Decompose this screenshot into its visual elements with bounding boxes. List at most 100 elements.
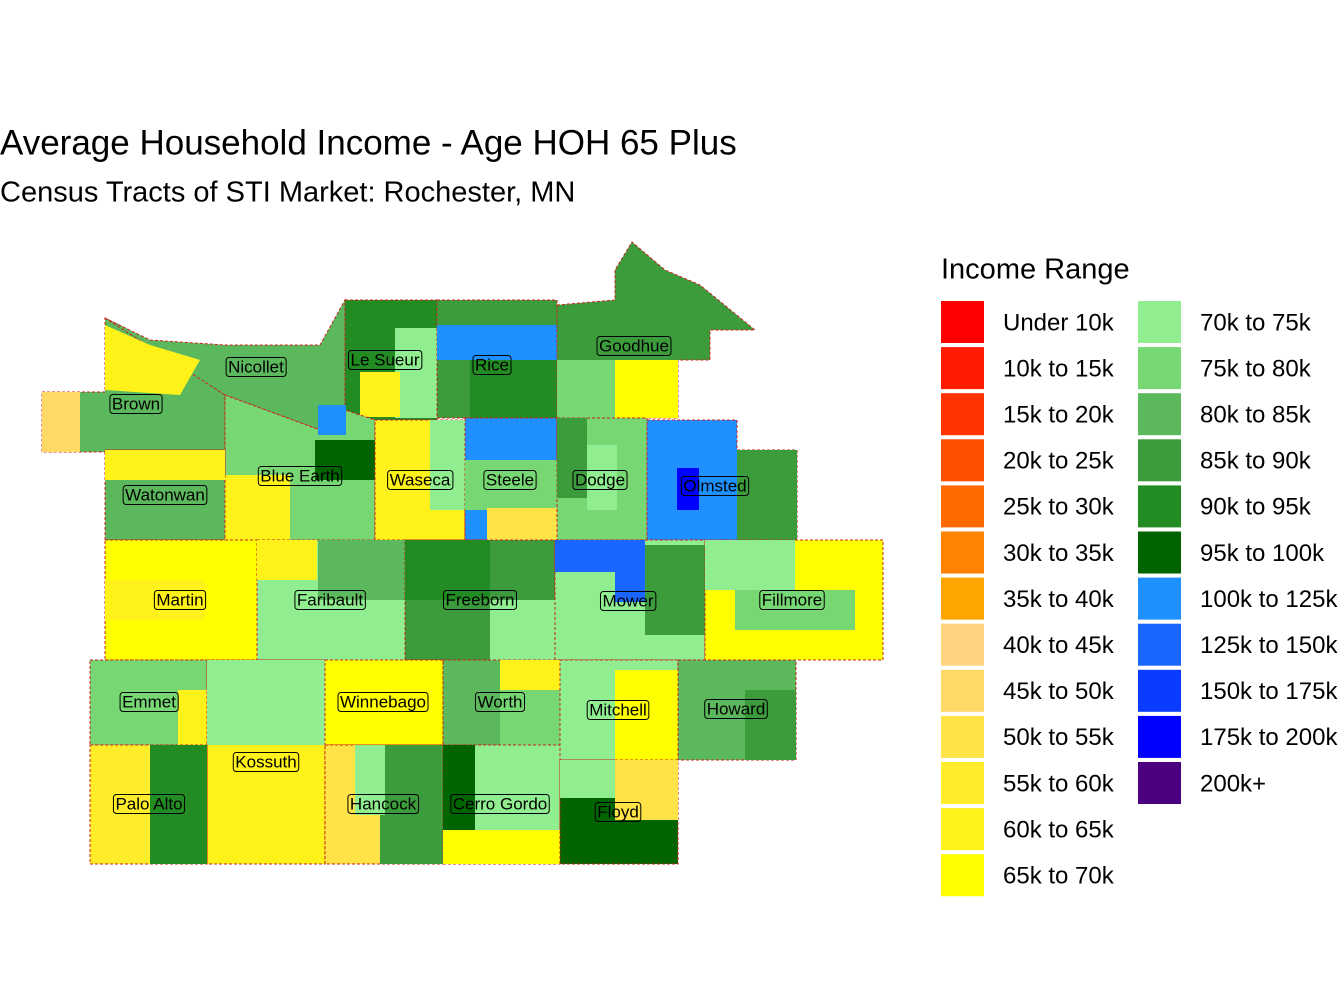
- patch: [355, 745, 385, 815]
- county-labels: Brown Nicollet Le Sueur Rice Goodhue Blue Ear…: [109, 335, 825, 822]
- legend-label: 200k+: [1200, 770, 1266, 797]
- patch: [257, 540, 317, 580]
- patch: [395, 328, 437, 418]
- legend-label: 150k to 175k: [1200, 678, 1338, 705]
- legend-label: 85k to 90k: [1200, 448, 1312, 475]
- patch: [315, 440, 375, 480]
- patch: [380, 745, 443, 864]
- legend-swatch: [1138, 715, 1181, 758]
- patch: [615, 760, 678, 820]
- patch: [465, 460, 557, 510]
- county-label-box: [337, 691, 429, 712]
- legend-label: 70k to 75k: [1200, 309, 1312, 336]
- county-label-box: [586, 699, 650, 720]
- county-label-box: [680, 475, 750, 496]
- legend-swatch: [941, 347, 984, 390]
- patch: [615, 572, 645, 602]
- patch: [487, 508, 557, 540]
- patch: [178, 690, 207, 745]
- legend-swatch: [1138, 485, 1181, 528]
- county-label-box: [474, 691, 526, 712]
- legend-swatch: [941, 623, 984, 666]
- patch: [500, 660, 560, 690]
- subtitle: Census Tracts of STI Market: Rochester, …: [0, 177, 575, 209]
- legend-title: Income Range: [941, 254, 1130, 286]
- county-label-box: [232, 751, 300, 772]
- county-label: Worth: [477, 692, 522, 711]
- legend-swatch: [941, 439, 984, 482]
- county-label: Howard: [707, 699, 766, 718]
- county-label: Hancock: [350, 794, 417, 813]
- legend-label: 90k to 95k: [1200, 494, 1312, 521]
- county-label-box: [594, 801, 642, 822]
- patch: [443, 745, 475, 830]
- patch: [735, 590, 855, 630]
- patch: [470, 360, 557, 418]
- county-label-box: [704, 698, 768, 719]
- county-label-box: [572, 469, 628, 490]
- legend-label: 125k to 150k: [1200, 632, 1338, 659]
- county-label: Dodge: [575, 470, 625, 489]
- patch: [105, 580, 205, 620]
- legend-swatch: [941, 854, 984, 897]
- legend-label: 50k to 55k: [1003, 724, 1115, 751]
- county-label-box: [119, 691, 179, 712]
- county-label: Winnebago: [340, 692, 426, 711]
- county-label: Faribault: [297, 590, 363, 609]
- county-label: Rice: [475, 355, 509, 374]
- county-label-box: [153, 589, 207, 610]
- county-label-box: [483, 469, 537, 490]
- county-label: Le Sueur: [351, 350, 420, 369]
- patch: [645, 545, 705, 635]
- county-label: Mitchell: [589, 700, 647, 719]
- patch: [207, 660, 325, 745]
- county-label-box: [599, 590, 657, 611]
- legend-swatch: [1138, 623, 1181, 666]
- patch: [105, 325, 200, 395]
- legend-label: 55k to 60k: [1003, 770, 1115, 797]
- patch: [615, 360, 678, 418]
- legend-swatch: [1138, 577, 1181, 620]
- patch: [560, 760, 615, 798]
- county-label: Blue Earth: [260, 466, 339, 485]
- legend-label: 45k to 50k: [1003, 678, 1115, 705]
- patch: [443, 830, 560, 864]
- county-label-box: [122, 484, 208, 505]
- county-label: Olmsted: [683, 476, 746, 495]
- county-label: Mower: [602, 591, 653, 610]
- county-label: Nicollet: [228, 357, 284, 376]
- county-label-box: [112, 793, 186, 814]
- patch: [105, 450, 225, 480]
- county-label-box: [472, 354, 512, 375]
- legend-label: 60k to 65k: [1003, 816, 1115, 843]
- county-label: Martin: [156, 590, 203, 609]
- map: [41, 241, 884, 865]
- county-label: Cerro Gordo: [453, 794, 547, 813]
- legend-label: 95k to 100k: [1200, 540, 1325, 567]
- legend-swatch: [1138, 439, 1181, 482]
- legend-swatch: [941, 531, 984, 574]
- title: Average Household Income - Age HOH 65 Pl…: [0, 123, 737, 162]
- county-label-box: [109, 393, 163, 414]
- patch: [745, 690, 796, 760]
- county-label-box: [347, 793, 420, 814]
- county-label-box: [348, 349, 423, 370]
- legend-swatch: [1138, 531, 1181, 574]
- county-label: Waseca: [390, 470, 451, 489]
- county-label-box: [443, 589, 517, 610]
- legend-label: 40k to 45k: [1003, 632, 1115, 659]
- patch: [615, 670, 678, 760]
- legend-label: 35k to 40k: [1003, 586, 1115, 613]
- county-label: Goodhue: [599, 336, 669, 355]
- legend-swatch: [941, 669, 984, 712]
- legend-label: 65k to 70k: [1003, 863, 1115, 890]
- legend-swatch: [1138, 301, 1181, 343]
- county-label-box: [450, 793, 550, 814]
- patch: [430, 420, 465, 510]
- legend: Under 10k 10k to 15k 15k to 20k 20k to 25k 2…: [941, 301, 1338, 897]
- legend-swatch: [1138, 669, 1181, 712]
- patch: [500, 690, 560, 745]
- patch: [490, 600, 555, 660]
- county-label-box: [759, 589, 825, 610]
